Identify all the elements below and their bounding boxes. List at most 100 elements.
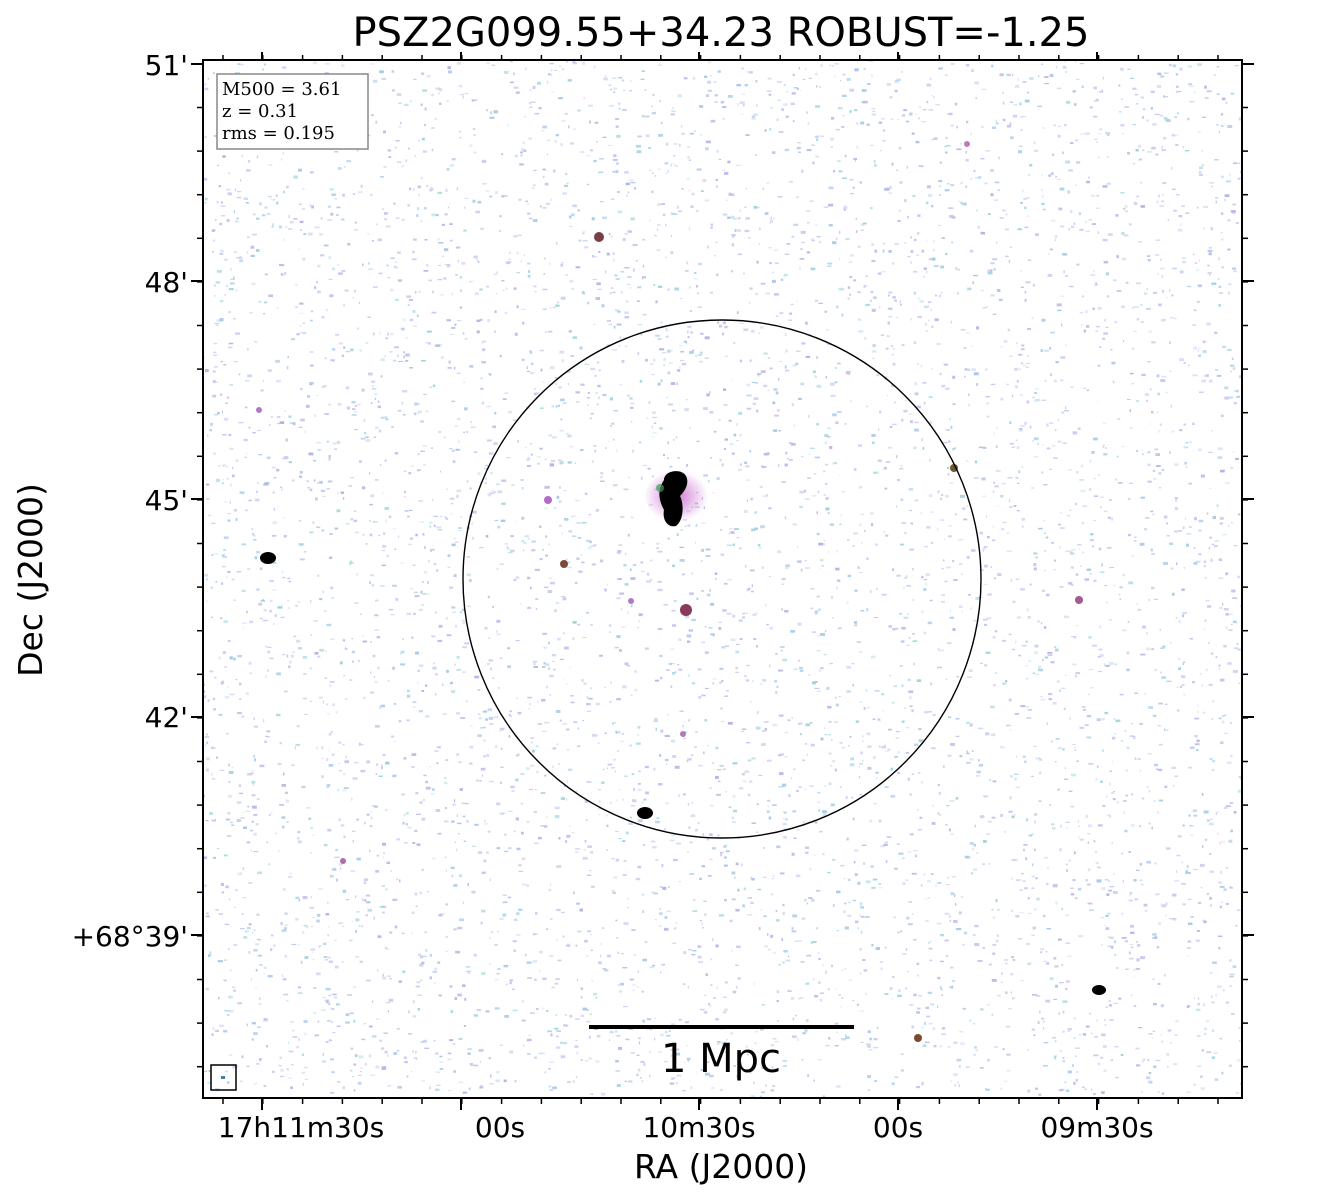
noise-speck [345,755,347,759]
noise-speck [555,939,558,941]
noise-speck [923,545,929,548]
noise-speck [801,490,805,494]
noise-speck [894,1076,899,1078]
noise-speck [1043,1027,1045,1030]
noise-speck [798,786,802,788]
noise-speck [571,535,577,537]
noise-speck [1036,897,1040,901]
noise-speck [1124,205,1128,208]
chart-title: PSZ2G099.55+34.23 ROBUST=-1.25 [353,10,1090,56]
noise-speck [766,90,772,92]
noise-speck [800,230,806,234]
noise-speck [1161,904,1167,908]
noise-speck [949,418,951,421]
noise-speck [300,331,302,333]
noise-speck [309,700,313,702]
noise-speck [372,654,376,658]
noise-speck [1189,834,1194,836]
noise-speck [462,815,466,818]
noise-speck [933,248,935,252]
noise-speck [907,256,911,258]
noise-speck [1009,729,1012,731]
noise-speck [330,875,334,878]
noise-speck [912,850,918,852]
noise-speck [1065,160,1070,164]
noise-speck [291,651,295,654]
noise-speck [1219,841,1221,845]
noise-speck [915,113,917,115]
noise-speck [566,433,569,435]
noise-speck [1067,1030,1070,1032]
noise-speck [754,381,758,384]
noise-speck [312,61,318,65]
noise-speck [1213,74,1216,76]
noise-speck [916,231,920,235]
noise-speck [774,680,778,683]
noise-speck [374,805,378,808]
noise-speck [1177,835,1182,838]
noise-speck [312,917,315,918]
noise-speck [925,920,929,922]
noise-speck [672,107,675,109]
noise-speck [797,1038,799,1041]
noise-speck [328,960,333,963]
noise-speck [600,781,605,784]
noise-speck [252,783,254,786]
noise-speck [577,109,581,112]
noise-speck [380,905,385,908]
noise-speck [522,542,527,544]
noise-speck [1065,980,1070,983]
noise-speck [938,791,941,795]
noise-speck [670,251,674,254]
noise-speck [950,184,955,187]
noise-speck [1163,515,1168,519]
noise-speck [561,595,566,598]
noise-speck [707,89,713,93]
noise-speck [828,782,832,786]
noise-speck [392,528,397,530]
noise-speck [337,789,339,791]
noise-speck [616,162,619,165]
noise-speck [268,863,270,866]
noise-speck [327,219,333,221]
noise-speck [400,121,402,125]
noise-speck [797,142,801,144]
noise-speck [1229,985,1233,988]
noise-speck [635,877,641,881]
noise-speck [741,773,745,776]
noise-speck [396,93,402,96]
noise-speck [632,449,634,453]
noise-speck [1220,741,1224,745]
noise-speck [1212,759,1216,763]
noise-speck [687,156,690,159]
noise-speck [1105,1006,1108,1009]
noise-speck [1107,516,1111,520]
noise-speck [796,146,801,150]
noise-speck [784,253,790,255]
noise-speck [576,521,581,524]
noise-speck [1095,851,1097,854]
noise-speck [329,681,335,683]
noise-speck [892,262,895,265]
noise-speck [332,703,335,706]
noise-speck [495,1079,500,1082]
noise-speck [598,814,601,816]
noise-speck [376,854,379,857]
noise-speck [482,183,487,185]
noise-speck [1000,397,1004,401]
noise-speck [303,1020,308,1023]
noise-speck [1096,765,1099,768]
noise-speck [974,477,979,479]
noise-speck [880,117,885,120]
noise-speck [782,822,787,826]
noise-speck [1141,884,1144,886]
noise-speck [1057,747,1062,749]
noise-speck [791,403,794,407]
noise-speck [1139,879,1143,881]
noise-speck [906,751,910,754]
noise-speck [347,407,350,410]
noise-speck [1076,161,1081,164]
noise-speck [378,272,383,275]
noise-speck [1196,560,1201,563]
noise-speck [1209,904,1212,907]
